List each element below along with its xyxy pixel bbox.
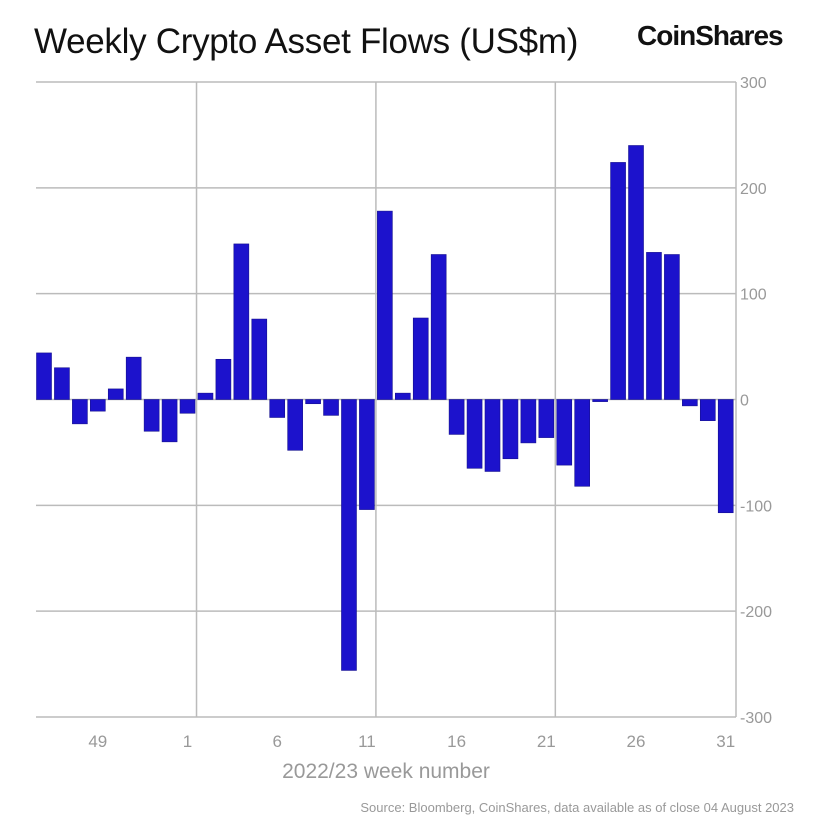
y-tick-label: 100 — [740, 287, 767, 304]
y-tick-label: -200 — [740, 604, 772, 621]
y-tick-label: -100 — [740, 498, 772, 515]
bar-week-29 — [682, 399, 698, 407]
bar-week-6 — [269, 399, 286, 418]
x-tick-label: 1 — [183, 732, 192, 751]
bar-week-1 — [179, 399, 196, 414]
bar-week-14 — [412, 317, 429, 400]
y-tick-label: 300 — [740, 75, 767, 92]
bar-week-53 — [161, 399, 178, 443]
bar-week-13 — [394, 392, 411, 400]
x-tick-label: 31 — [716, 732, 735, 751]
bar-week-5 — [251, 318, 268, 400]
bar-week-31 — [717, 399, 734, 514]
bar-week-27 — [646, 252, 662, 400]
bar-week-2 — [197, 392, 214, 400]
bar-week-30 — [699, 399, 716, 421]
x-tick-label: 16 — [447, 732, 466, 751]
x-tick-label: 49 — [88, 732, 107, 751]
bar-week-48 — [72, 399, 88, 425]
bar-week-3 — [215, 358, 232, 400]
bar-week-21 — [538, 399, 555, 438]
bar-week-46 — [36, 352, 52, 400]
source-note: Source: Bloomberg, CoinShares, data avai… — [360, 800, 794, 815]
coinshares-logo: CoinShares — [637, 20, 784, 51]
bar-week-47 — [54, 367, 70, 400]
bar-week-8 — [305, 399, 321, 405]
bar-week-9 — [323, 399, 339, 416]
bar-week-28 — [664, 254, 680, 400]
bar-week-20 — [520, 399, 537, 444]
x-tick-label: 11 — [358, 732, 376, 751]
bar-week-49 — [90, 399, 106, 412]
x-tick-label: 26 — [627, 732, 646, 751]
bar-week-50 — [107, 388, 124, 400]
bar-week-23 — [574, 399, 591, 487]
bar-week-51 — [125, 356, 142, 400]
bar-week-10 — [341, 399, 357, 671]
bar-week-12 — [377, 210, 393, 400]
bar-week-15 — [430, 254, 447, 400]
y-tick-label: 0 — [740, 393, 749, 410]
bar-week-26 — [628, 145, 644, 400]
bar-week-4 — [233, 243, 250, 400]
x-axis-label: 2022/23 week number — [282, 760, 490, 783]
y-tick-label: 200 — [740, 181, 767, 198]
bar-week-18 — [484, 399, 501, 472]
bar-week-25 — [610, 162, 626, 400]
bar-week-16 — [448, 399, 465, 435]
bar-week-52 — [143, 399, 160, 432]
x-tick-label: 6 — [272, 732, 281, 751]
bar-week-24 — [592, 399, 608, 402]
bar-week-17 — [466, 399, 483, 469]
bar-week-22 — [556, 399, 573, 466]
x-tick-label: 21 — [537, 732, 556, 751]
bar-week-7 — [287, 399, 303, 451]
bar-week-11 — [359, 399, 375, 510]
y-tick-label: -300 — [740, 710, 772, 727]
chart-title: Weekly Crypto Asset Flows (US$m) — [34, 22, 579, 61]
bar-week-19 — [502, 399, 519, 460]
